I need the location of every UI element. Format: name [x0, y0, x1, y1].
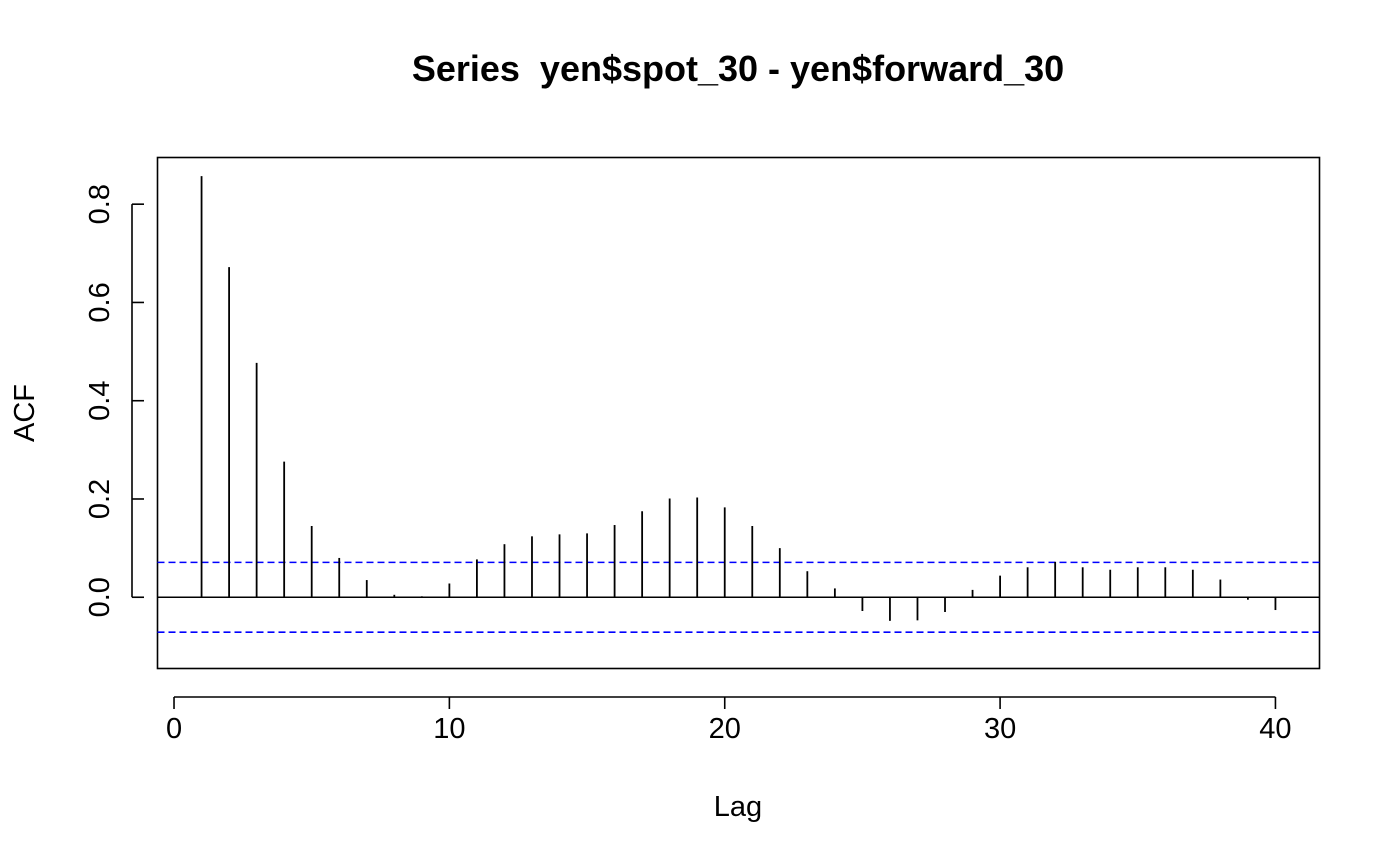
x-axis-label: Lag: [714, 791, 762, 823]
x-tick-label-10: 10: [433, 713, 465, 745]
y-axis-label: ACF: [9, 384, 41, 442]
x-tick-label-30: 30: [984, 713, 1016, 745]
x-tick-label-40: 40: [1259, 713, 1291, 745]
confidence-lines: [157, 561, 1320, 633]
y-axis: 0.0 0.2 0.4 0.6 0.8: [84, 184, 144, 617]
y-tick-label-3: 0.6: [84, 282, 116, 322]
plot-frame: [156, 156, 1321, 670]
x-tick-label-0: 0: [166, 713, 182, 745]
y-tick-label-4: 0.8: [84, 184, 116, 224]
y-tick-label-0: 0.0: [84, 577, 116, 617]
x-tick-label-20: 20: [709, 713, 741, 745]
y-tick-label-1: 0.2: [84, 479, 116, 519]
x-axis: 0 10 20 30 40: [166, 696, 1292, 745]
y-tick-label-2: 0.4: [84, 381, 116, 421]
acf-bars: [200, 176, 1277, 621]
chart-title: Series yen$spot_30 - yen$forward_30: [412, 48, 1064, 89]
